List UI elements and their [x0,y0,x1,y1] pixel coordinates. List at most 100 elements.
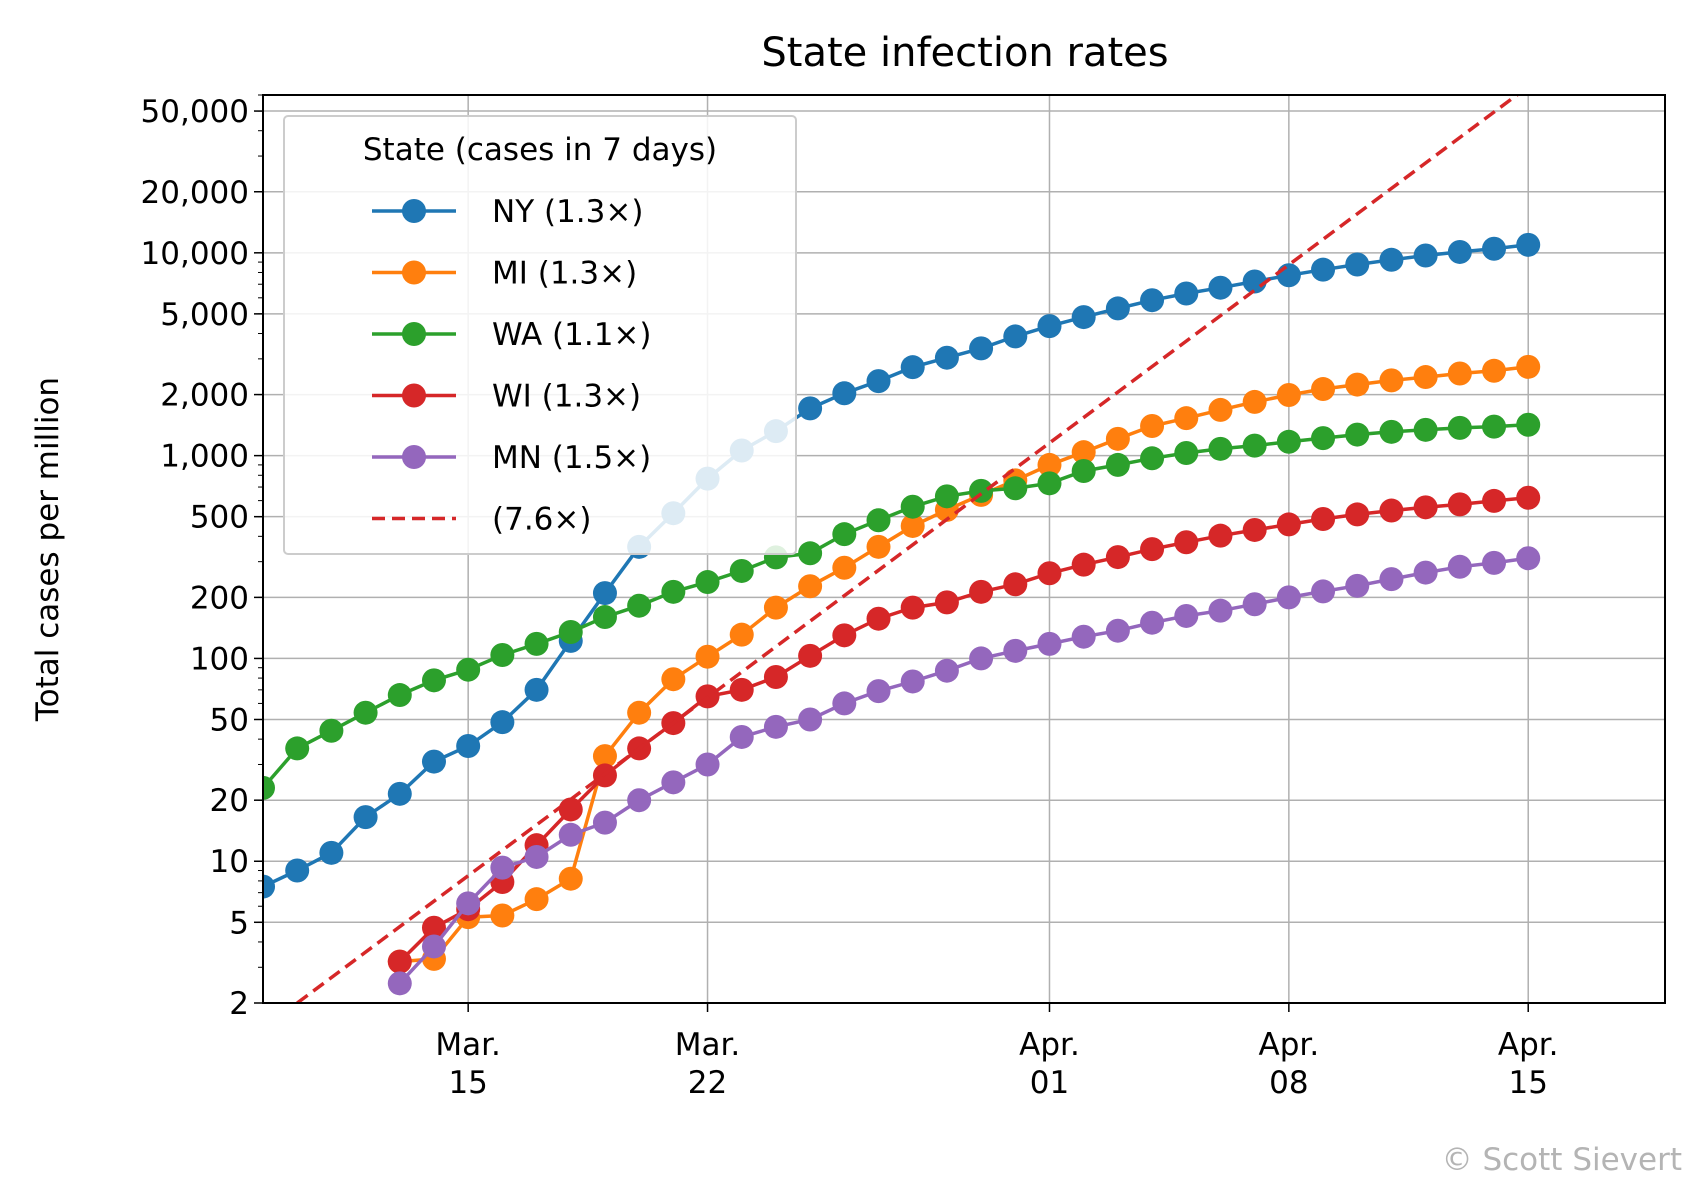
legend-title: State (cases in 7 days) [363,132,717,168]
data-point-ny [1071,305,1096,330]
data-point-ny [1345,252,1370,277]
data-point-wa [1003,476,1028,501]
data-point-mn [661,770,686,795]
data-point-mi [1037,452,1062,477]
data-point-mn [1174,603,1199,628]
data-point-wi [1276,512,1301,537]
legend-label-ny: NY (1.3×) [492,194,643,230]
data-point-mi [1071,440,1096,465]
data-point-wa [421,668,446,693]
y-tick-label: 50,000 [141,94,249,130]
data-point-ny [387,781,412,806]
legend-label-76: (7.6×) [492,502,591,538]
data-point-wi [832,623,857,648]
data-point-wa [866,508,891,533]
data-point-wa [900,494,925,519]
legend-swatch-marker-mn [402,445,426,469]
data-point-mn [1276,585,1301,610]
legend: State (cases in 7 days) NY (1.3×) MI (1.3… [283,115,797,555]
data-point-wa [729,558,754,583]
reference-growth-line [296,95,1520,1003]
data-point-mn [832,691,857,716]
data-point-mn [934,658,959,683]
data-point-mi [1345,372,1370,397]
y-tick-label: 10 [210,844,249,880]
data-point-wa [263,775,275,800]
data-point-wi [729,677,754,702]
data-point-wa [490,642,515,667]
data-point-mn [490,855,515,880]
data-point-ny [1276,263,1301,288]
data-point-wa [558,620,583,645]
data-point-ny [1105,296,1130,321]
series-group [263,95,1541,1003]
data-point-mn [1140,610,1165,635]
data-point-wa [832,522,857,547]
data-point-mi [627,700,652,725]
data-point-wa [456,657,481,682]
data-point-mn [1379,567,1404,592]
data-point-wa [798,541,823,566]
data-point-mn [1516,546,1541,571]
x-tick-label: 01 [1030,1065,1069,1101]
data-point-mn [1037,631,1062,656]
legend-swatch-marker-ny [402,199,426,223]
data-point-ny [421,749,446,774]
data-point-ny [1037,314,1062,339]
data-point-mn [729,724,754,749]
data-point-ny [592,581,617,606]
data-point-ny [1516,232,1541,257]
y-tick-label: 5,000 [160,297,249,333]
data-point-ny [1140,288,1165,313]
x-tick-label: Apr. [1259,1027,1320,1063]
data-point-mn [1242,592,1267,617]
data-point-mn [798,707,823,732]
data-point-wa [1276,429,1301,454]
data-point-wi [1379,498,1404,523]
y-tick-label: 2 [229,986,249,1022]
data-point-mi [1174,406,1199,431]
data-point-ny [1003,324,1028,349]
y-tick-label: 100 [190,641,249,677]
plot-series [263,95,1541,1003]
data-point-wi [387,949,412,974]
data-point-wa [1482,414,1507,439]
data-point-ny [900,355,925,380]
chart-title: State infection rates [761,30,1168,76]
data-point-wa [1413,417,1438,442]
legend-label-wi: WI (1.3×) [492,379,641,415]
data-point-wa [1071,458,1096,483]
copyright-watermark: © Scott Sievert [1442,1142,1682,1178]
data-point-mn [456,891,481,916]
data-point-ny [969,336,994,361]
x-tick-label: Apr. [1498,1027,1559,1063]
legend-swatch-marker-wi [402,383,426,408]
data-point-mn [866,679,891,704]
data-point-mn [1311,579,1336,604]
data-point-wi [421,915,446,940]
data-point-mi [729,622,754,647]
data-point-mn [900,669,925,694]
data-point-wa [1140,446,1165,471]
data-point-mn [1413,560,1438,585]
data-point-mi [661,667,686,692]
axes: 2 5 10 20 50 100 200 500 1,000 2,000 5,000 10,000 20… [141,94,1559,1101]
data-point-mn [1105,618,1130,643]
data-point-wi [900,595,925,620]
y-tick-label: 20 [210,783,249,819]
data-point-ny [319,840,344,865]
data-point-wa [353,700,378,725]
data-point-wi [1516,485,1541,510]
data-point-wi [934,590,959,615]
data-point-mi [490,903,515,928]
legend-label-wa: WA (1.1×) [492,317,651,353]
data-point-mi [1379,368,1404,393]
data-point-mi [592,744,617,769]
data-point-wi [1003,572,1028,597]
data-point-mi [695,644,720,669]
legend-swatch-marker-mi [402,260,426,285]
data-point-ny [934,345,959,370]
data-point-wa [1242,433,1267,458]
data-point-mn [969,646,994,671]
